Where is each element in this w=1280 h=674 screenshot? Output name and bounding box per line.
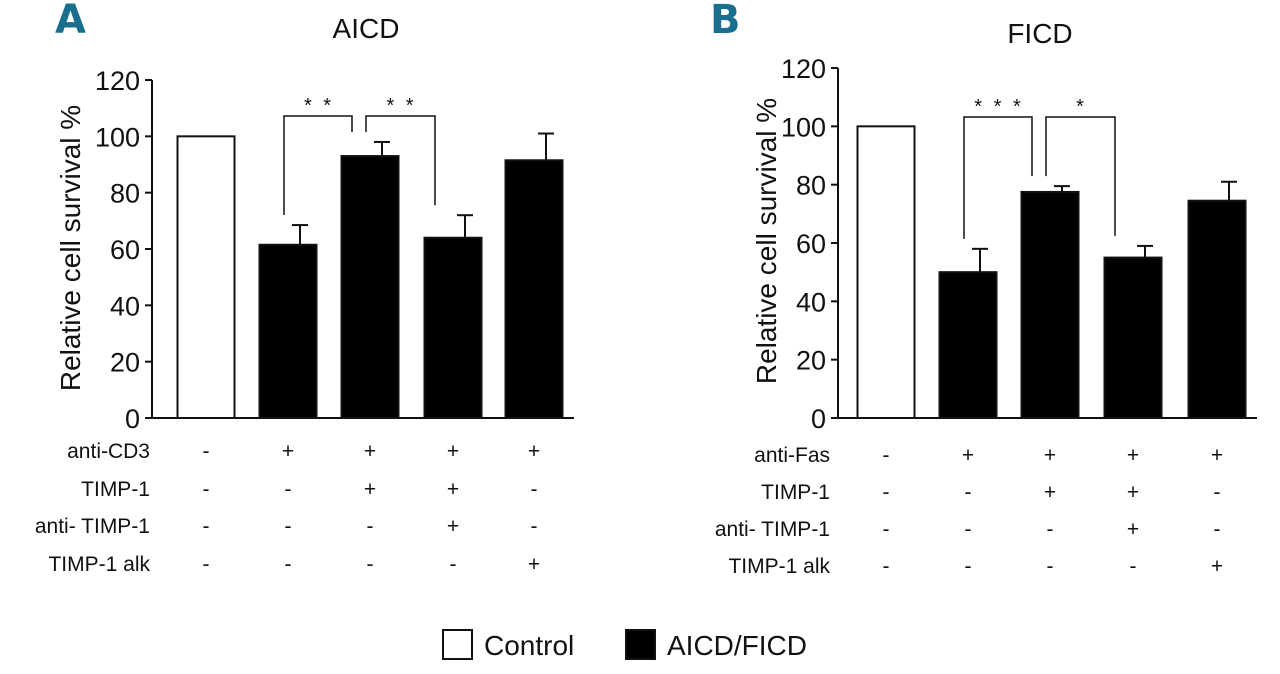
legend-swatch-control (442, 629, 473, 660)
y-tick-label-b: 40 (796, 287, 826, 317)
condition-cell-b: - (883, 481, 890, 504)
plot-area-a: 0 20 40 60 80 100 120 * * * * (95, 66, 574, 434)
y-tick-label-b: 0 (811, 404, 826, 434)
condition-label-b: TIMP-1 alk (728, 555, 830, 578)
y-axis-label-a: Relative cell survival % (55, 105, 86, 391)
condition-cell-a: - (531, 478, 538, 501)
condition-cell-a: + (528, 553, 540, 576)
condition-cell-b: + (1211, 444, 1223, 467)
condition-cell-b: + (962, 444, 974, 467)
bar-b-5 (1187, 199, 1247, 419)
condition-label-a: anti- TIMP-1 (35, 515, 150, 538)
condition-cell-b: - (965, 481, 972, 504)
condition-cell-a: + (364, 478, 376, 501)
condition-cell-b: + (1127, 518, 1139, 541)
significance-label-b: * * * (974, 96, 1023, 118)
panel-title-a: AICD (333, 13, 400, 44)
significance-bracket-b (1045, 116, 1116, 236)
condition-cell-b: - (1214, 481, 1221, 504)
condition-cell-a: - (285, 553, 292, 576)
condition-cell-b: - (1214, 518, 1221, 541)
condition-table-b: anti-Fas - + + + + TIMP-1 - - + + - anti- TIMP-1 - - - +… (715, 444, 1223, 578)
panel-letter-a: A (55, 0, 86, 43)
y-tick-label-b: 80 (796, 171, 826, 201)
panel-letter-b: B (710, 0, 741, 43)
condition-cell-a: - (531, 515, 538, 538)
condition-cell-a: + (447, 515, 459, 538)
condition-cell-a: + (364, 440, 376, 463)
condition-label-b: anti- TIMP-1 (715, 518, 830, 541)
condition-cell-a: - (367, 553, 374, 576)
condition-cell-b: + (1044, 481, 1056, 504)
panel-aicd: A AICD Relative cell survival % 0 20 40 60 8… (35, 0, 574, 576)
bar-b-4 (1103, 256, 1163, 420)
bar-a-1 (176, 135, 236, 419)
y-tick-label-a: 0 (125, 404, 140, 434)
condition-cell-a: - (203, 515, 210, 538)
condition-cell-b: - (1047, 518, 1054, 541)
condition-cell-a: - (203, 440, 210, 463)
bar-a-3 (340, 155, 400, 420)
condition-cell-b: - (883, 518, 890, 541)
condition-cell-b: + (1044, 444, 1056, 467)
y-tick-label-b: 60 (796, 229, 826, 259)
y-tick-label-b: 120 (781, 54, 826, 84)
panel-ficd: B FICD Relative cell survival % 0 20 40 60 8… (710, 0, 1257, 578)
y-tick-label-b: 20 (796, 346, 826, 376)
significance-bracket-a (283, 115, 353, 216)
bar-b-1 (856, 125, 916, 419)
condition-cell-b: + (1127, 444, 1139, 467)
significance-label-a: * * (304, 95, 334, 117)
panel-title-b: FICD (1007, 18, 1072, 49)
significance-label-a: * * (386, 95, 416, 117)
condition-label-b: anti-Fas (754, 444, 830, 467)
condition-cell-a: - (450, 553, 457, 576)
condition-label-a: anti-CD3 (67, 440, 150, 463)
bar-a-2 (258, 243, 318, 419)
significance-bracket-b (963, 116, 1033, 239)
condition-cell-a: - (367, 515, 374, 538)
condition-cell-b: - (965, 518, 972, 541)
condition-cell-b: + (1127, 481, 1139, 504)
condition-table-a: anti-CD3 - + + + + TIMP-1 - - + + - anti- TIMP-1 - - - +… (35, 440, 540, 576)
y-tick-label-b: 100 (781, 112, 826, 142)
y-tick-label-a: 20 (110, 348, 140, 378)
significance-bracket-a (365, 115, 436, 206)
condition-cell-a: + (447, 478, 459, 501)
legend-swatch-aicd (625, 629, 656, 660)
condition-cell-b: - (883, 444, 890, 467)
significance-label-b: * (1076, 96, 1087, 118)
condition-cell-b: - (1130, 555, 1137, 578)
bar-a-4 (423, 236, 483, 419)
bar-a-5 (504, 159, 564, 419)
y-tick-label-a: 80 (110, 179, 140, 209)
condition-label-a: TIMP-1 (81, 478, 150, 501)
y-tick-label-a: 100 (95, 122, 140, 152)
y-axis-label-b: Relative cell survival % (751, 98, 782, 384)
condition-label-a: TIMP-1 alk (48, 553, 150, 576)
condition-cell-b: + (1211, 555, 1223, 578)
condition-cell-a: + (282, 440, 294, 463)
legend: Control AICD/FICD (442, 629, 807, 661)
condition-cell-b: - (883, 555, 890, 578)
legend-label-aicd: AICD/FICD (667, 630, 807, 661)
condition-cell-b: - (1047, 555, 1054, 578)
y-tick-label-a: 40 (110, 291, 140, 321)
condition-cell-a: - (285, 515, 292, 538)
condition-cell-b: - (965, 555, 972, 578)
condition-cell-a: + (528, 440, 540, 463)
bar-b-3 (1020, 190, 1080, 419)
bar-b-2 (938, 271, 998, 419)
condition-cell-a: + (447, 440, 459, 463)
condition-label-b: TIMP-1 (761, 481, 830, 504)
condition-cell-a: - (285, 478, 292, 501)
y-tick-label-a: 120 (95, 66, 140, 96)
condition-cell-a: - (203, 553, 210, 576)
condition-cell-a: - (203, 478, 210, 501)
plot-area-b: 0 20 40 60 80 100 120 * * * * (781, 54, 1257, 434)
legend-label-control: Control (484, 630, 574, 661)
y-tick-label-a: 60 (110, 235, 140, 265)
